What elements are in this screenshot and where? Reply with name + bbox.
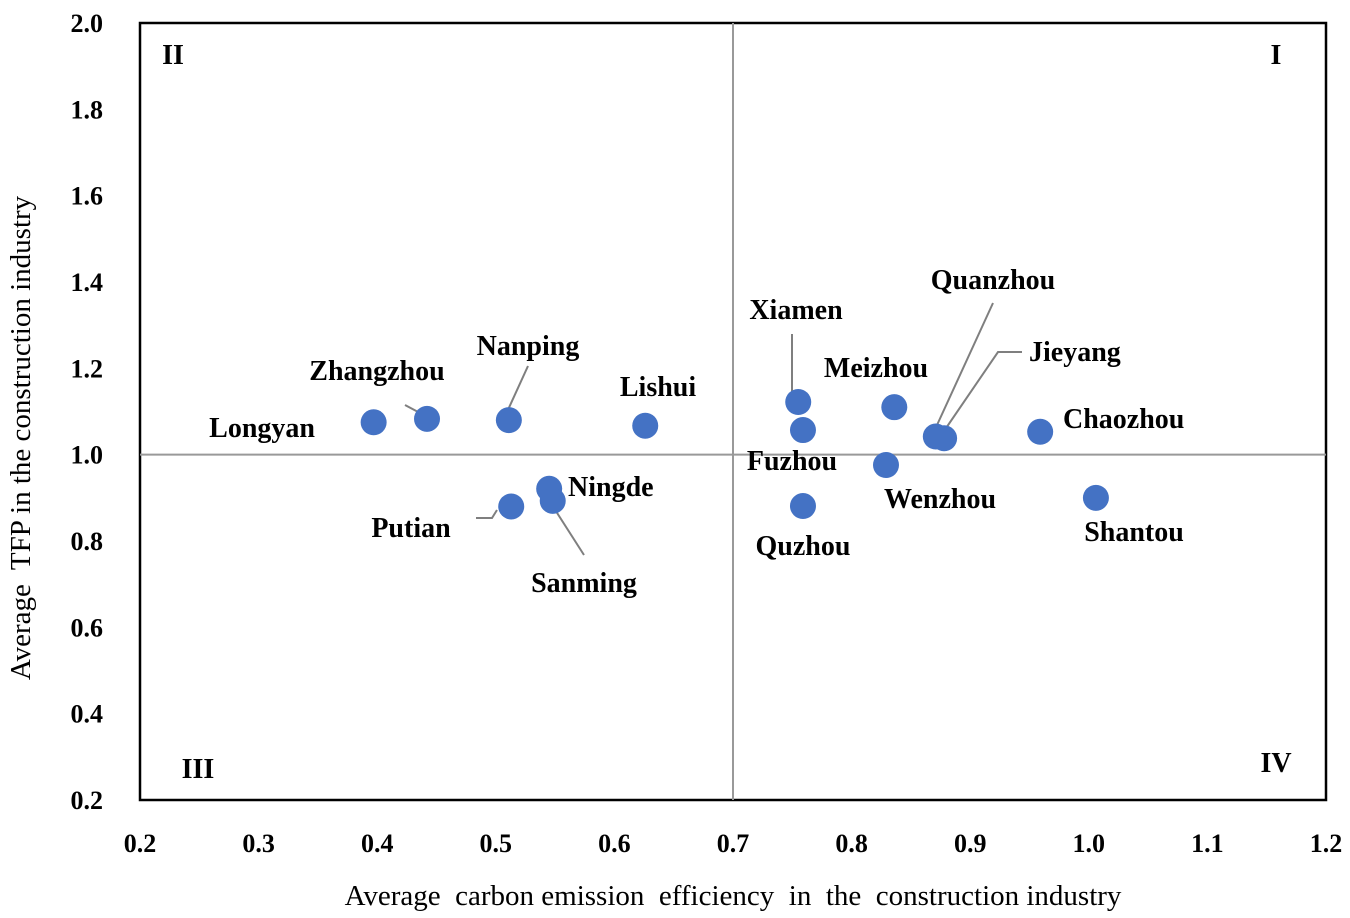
point-label-xiamen: Xiamen bbox=[749, 295, 843, 326]
point-labels: Longyan Zhangzhou Nanping Lishui Putian Ningd… bbox=[209, 265, 1184, 599]
data-point-nanping bbox=[495, 407, 522, 434]
y-tick-label: 1.4 bbox=[71, 268, 104, 297]
y-tick-label: 1.0 bbox=[71, 441, 104, 470]
leader-line-quanzhou bbox=[931, 302, 994, 437]
data-point-quzhou bbox=[789, 493, 816, 520]
x-tick-label: 0.3 bbox=[242, 829, 275, 858]
point-label-wenzhou: Wenzhou bbox=[884, 484, 996, 515]
x-tick-label: 1.2 bbox=[1310, 829, 1343, 858]
x-tick-label: 1.0 bbox=[1073, 829, 1106, 858]
y-tick-label: 1.8 bbox=[71, 95, 104, 124]
point-label-sanming: Sanming bbox=[531, 568, 637, 599]
point-label-jieyang: Jieyang bbox=[1029, 337, 1121, 368]
y-axis-ticks: 0.2 0.4 0.6 0.8 1.0 1.2 1.4 1.6 1.8 2.0 bbox=[71, 9, 104, 815]
leader-line-nanping bbox=[506, 365, 529, 413]
point-label-zhangzhou: Zhangzhou bbox=[309, 356, 444, 387]
data-point-xiamen bbox=[785, 389, 812, 416]
quadrant-label-III: III bbox=[182, 754, 215, 785]
point-label-fuzhou: Fuzhou bbox=[747, 446, 837, 477]
x-tick-label: 0.9 bbox=[954, 829, 987, 858]
point-label-longyan: Longyan bbox=[209, 413, 315, 444]
point-label-lishui: Lishui bbox=[620, 372, 696, 403]
x-tick-label: 0.8 bbox=[835, 829, 868, 858]
data-point-putian bbox=[498, 493, 525, 520]
y-tick-label: 0.8 bbox=[71, 527, 104, 556]
y-tick-label: 0.2 bbox=[71, 786, 104, 815]
x-tick-label: 1.1 bbox=[1191, 829, 1224, 858]
leader-line-jieyang bbox=[941, 351, 1022, 435]
y-tick-label: 1.6 bbox=[71, 182, 104, 211]
data-point-chaozhou bbox=[1027, 418, 1054, 445]
point-label-nanping: Nanping bbox=[477, 331, 580, 362]
quadrant-label-II: II bbox=[162, 40, 184, 71]
quadrant-label-IV: IV bbox=[1260, 748, 1291, 779]
data-point-sanming bbox=[539, 487, 566, 514]
data-point-fuzhou bbox=[789, 417, 816, 444]
x-axis-ticks: 0.2 0.3 0.4 0.5 0.6 0.7 0.8 0.9 1.0 1.1 1.2 bbox=[124, 829, 1343, 858]
point-label-chaozhou: Chaozhou bbox=[1063, 404, 1184, 435]
quadrant-label-I: I bbox=[1271, 40, 1282, 71]
y-tick-label: 0.4 bbox=[71, 700, 104, 729]
x-tick-label: 0.2 bbox=[124, 829, 157, 858]
point-label-quanzhou: Quanzhou bbox=[931, 265, 1056, 296]
data-point-lishui bbox=[632, 412, 659, 439]
point-label-quzhou: Quzhou bbox=[756, 531, 851, 562]
y-axis-title: Average TFP in the construction industry bbox=[5, 195, 37, 680]
y-tick-label: 0.6 bbox=[71, 613, 104, 642]
x-tick-label: 0.7 bbox=[717, 829, 750, 858]
data-point-longyan bbox=[360, 409, 387, 436]
data-point-wenzhou bbox=[872, 452, 899, 479]
data-point-jieyang bbox=[931, 425, 958, 452]
leader-lines bbox=[404, 302, 1022, 556]
y-tick-label: 1.2 bbox=[71, 354, 104, 383]
leader-line-putian bbox=[476, 509, 498, 519]
x-tick-label: 0.4 bbox=[361, 829, 394, 858]
point-label-shantou: Shantou bbox=[1084, 517, 1184, 548]
point-label-meizhou: Meizhou bbox=[824, 353, 928, 384]
x-tick-label: 0.6 bbox=[598, 829, 631, 858]
leader-line-sanming bbox=[551, 504, 585, 556]
point-label-ningde: Ningde bbox=[568, 472, 654, 503]
x-axis-title: Average carbon emission efficiency in th… bbox=[345, 880, 1122, 912]
data-points bbox=[360, 389, 1109, 520]
data-point-meizhou bbox=[881, 394, 908, 421]
x-tick-label: 0.5 bbox=[480, 829, 513, 858]
data-point-zhangzhou bbox=[414, 405, 441, 432]
y-tick-label: 2.0 bbox=[71, 9, 104, 38]
data-point-shantou bbox=[1082, 484, 1109, 511]
point-label-putian: Putian bbox=[371, 513, 451, 544]
